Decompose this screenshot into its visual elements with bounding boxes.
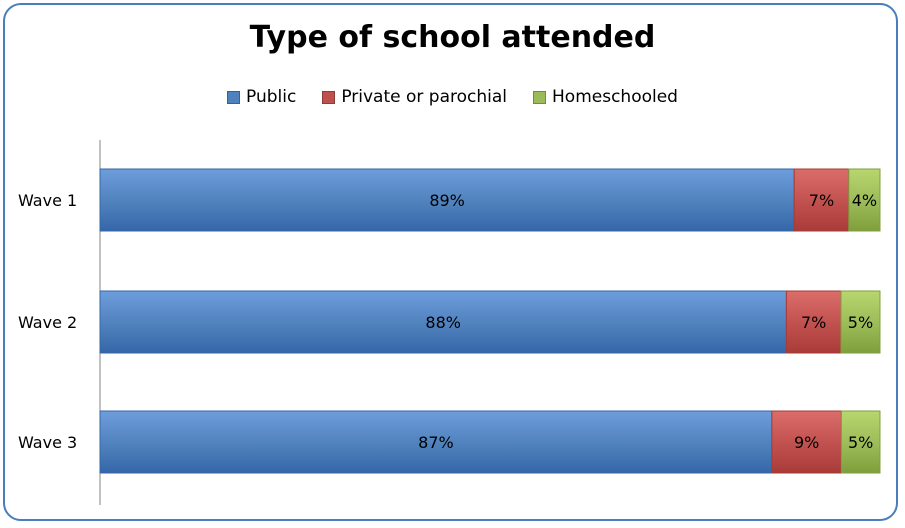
bar-wave-1-private-or-parochial [793,168,850,232]
bar-wave-3-public [99,410,773,474]
legend-item-private-or-parochial: Private or parochial [322,87,507,107]
legend-item-homeschooled: Homeschooled [533,87,678,107]
legend-swatch-homeschooled [533,90,547,104]
data-label-wave-3-homeschooled: 5% [848,433,873,452]
bar-wave-1-homeschooled [848,168,881,232]
bar-wave-1-public [99,168,795,232]
legend-label-homeschooled: Homeschooled [552,87,678,107]
data-label-wave-3-private-or-parochial: 9% [794,433,819,452]
data-label-wave-2-homeschooled: 5% [848,313,873,332]
legend-swatch-public [227,90,241,104]
category-label-wave-2: Wave 2 [18,313,77,332]
data-label-wave-1-public: 89% [429,191,465,210]
chart-legend: Public Private or parochial Homeschooled [0,87,905,107]
data-label-wave-1-private-or-parochial: 7% [809,191,834,210]
bar-wave-2-private-or-parochial [785,290,842,354]
bar-wave-2-homeschooled [840,290,881,354]
category-label-wave-3: Wave 3 [18,433,77,452]
legend-item-public: Public [227,87,296,107]
data-label-wave-1-homeschooled: 4% [852,191,877,210]
data-label-wave-3-public: 87% [418,433,454,452]
legend-swatch-private-or-parochial [322,90,336,104]
category-label-wave-1: Wave 1 [18,191,77,210]
chart-title: Type of school attended [249,20,656,55]
legend-label-private-or-parochial: Private or parochial [341,87,508,107]
data-label-wave-2-private-or-parochial: 7% [801,313,826,332]
legend-label-public: Public [246,87,297,107]
data-label-wave-2-public: 88% [425,313,461,332]
bar-wave-3-homeschooled [840,410,881,474]
